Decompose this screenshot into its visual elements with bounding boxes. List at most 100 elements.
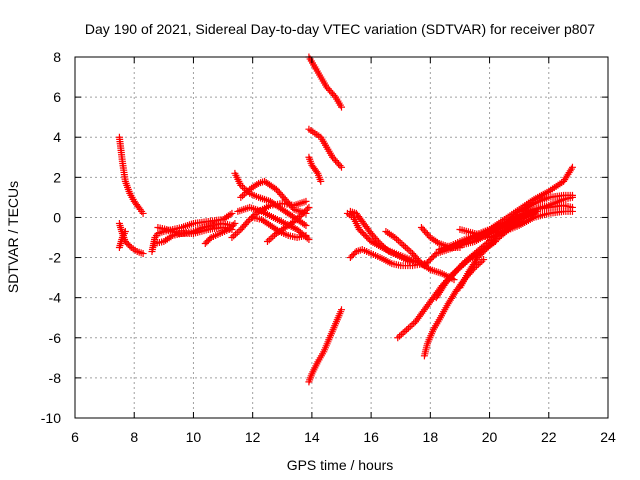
data-point xyxy=(287,202,295,210)
data-point xyxy=(370,233,378,241)
data-point xyxy=(305,236,313,244)
data-point xyxy=(206,235,214,243)
data-point xyxy=(286,200,294,208)
data-point xyxy=(265,236,273,244)
data-point xyxy=(412,253,420,261)
data-point xyxy=(456,263,464,271)
data-point xyxy=(300,208,308,216)
data-point xyxy=(406,258,414,266)
data-point xyxy=(327,88,335,96)
y-tick-label: -6 xyxy=(49,330,62,346)
data-point xyxy=(419,225,427,233)
data-point xyxy=(336,162,344,170)
data-point xyxy=(277,190,285,198)
data-point xyxy=(428,254,436,262)
data-point xyxy=(364,235,372,243)
data-point xyxy=(225,225,233,233)
data-point xyxy=(272,185,280,193)
data-point xyxy=(474,254,482,262)
data-point xyxy=(233,229,241,237)
data-point xyxy=(373,236,381,244)
data-point xyxy=(372,235,380,243)
data-point xyxy=(263,238,271,246)
data-point xyxy=(568,191,576,199)
data-point xyxy=(348,252,356,260)
data-point xyxy=(446,275,454,283)
data-point xyxy=(349,251,357,259)
data-point xyxy=(274,187,282,195)
data-point xyxy=(275,189,283,197)
data-point xyxy=(358,228,366,236)
data-point xyxy=(417,223,425,231)
data-point xyxy=(302,206,310,214)
data-point xyxy=(228,222,236,230)
data-point xyxy=(367,229,375,237)
data-point xyxy=(422,260,430,268)
data-point xyxy=(229,221,237,229)
y-tick-label: 0 xyxy=(53,209,61,225)
data-point xyxy=(324,85,332,93)
data-point xyxy=(332,157,340,165)
data-point xyxy=(231,219,239,227)
data-point xyxy=(423,259,431,267)
data-point xyxy=(477,251,485,259)
x-tick-label: 12 xyxy=(245,429,261,445)
x-axis-label: GPS time / hours xyxy=(287,457,394,473)
data-points xyxy=(115,53,576,386)
data-point xyxy=(480,248,488,256)
x-tick-label: 20 xyxy=(482,429,498,445)
data-point xyxy=(267,234,275,242)
data-point xyxy=(240,222,248,230)
data-point xyxy=(429,253,437,261)
data-point xyxy=(413,255,421,263)
data-point xyxy=(399,329,407,337)
data-point xyxy=(317,177,325,185)
x-tick-label: 14 xyxy=(304,429,320,445)
data-point xyxy=(303,205,311,213)
data-point xyxy=(203,238,211,246)
data-point xyxy=(481,246,489,254)
y-axis-label: SDTVAR / TECUs xyxy=(5,181,21,293)
data-point xyxy=(484,243,492,251)
data-point xyxy=(243,219,251,227)
data-point xyxy=(228,234,236,241)
data-point xyxy=(230,232,238,240)
chart-title: Day 190 of 2021, Sidereal Day-to-day VTE… xyxy=(85,21,595,37)
data-point xyxy=(401,327,409,335)
y-tick-label: 8 xyxy=(53,49,61,65)
data-point xyxy=(300,220,308,228)
data-point xyxy=(454,265,462,273)
data-point xyxy=(330,155,338,163)
data-point xyxy=(425,257,433,265)
data-point xyxy=(444,276,452,284)
data-point xyxy=(423,230,431,238)
data-point xyxy=(568,163,576,171)
data-point xyxy=(403,326,411,334)
data-point xyxy=(394,237,402,245)
data-point xyxy=(483,245,491,253)
data-point xyxy=(280,194,288,202)
data-point xyxy=(397,331,405,339)
data-point xyxy=(239,192,247,200)
data-point xyxy=(360,230,368,238)
data-point xyxy=(237,225,245,233)
data-point xyxy=(302,221,310,229)
data-point xyxy=(283,197,291,205)
data-point xyxy=(269,233,277,241)
x-tick-label: 24 xyxy=(600,429,616,445)
data-point xyxy=(244,217,252,225)
data-point xyxy=(420,262,428,270)
data-point xyxy=(426,256,434,264)
x-tick-label: 22 xyxy=(541,429,557,445)
data-point xyxy=(422,228,430,236)
data-point xyxy=(238,224,246,232)
data-point xyxy=(375,238,383,246)
data-point xyxy=(396,238,404,246)
data-point xyxy=(302,197,310,205)
data-point xyxy=(449,271,457,279)
data-point xyxy=(355,225,363,233)
x-tick-label: 18 xyxy=(423,429,439,445)
data-point xyxy=(124,241,132,249)
data-point xyxy=(204,237,212,245)
